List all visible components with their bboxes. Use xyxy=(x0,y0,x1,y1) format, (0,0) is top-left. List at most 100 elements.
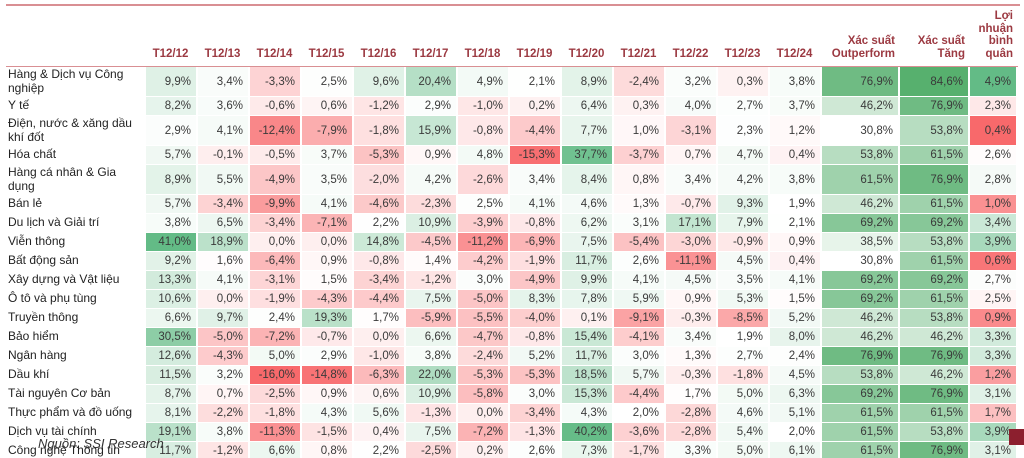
row-label: Điện, nước & xăng dầu khí đốt xyxy=(6,116,146,146)
year-value-cell: 0,0% xyxy=(302,233,354,252)
row-label: Ô tô và phụ tùng xyxy=(6,290,146,309)
sector-row: Truyền thông 6,6% 9,7% 2,4% 19,3% 1,7% -5,9% -5… xyxy=(6,309,1018,328)
outperform-prob-cell: 53,8% xyxy=(822,146,900,165)
year-value-cell: 2,0% xyxy=(614,404,666,423)
year-value-cell: 4,6% xyxy=(562,195,614,214)
year-value-cell: -3,4% xyxy=(510,404,562,423)
year-value-cell: 15,9% xyxy=(406,116,458,146)
year-value-cell: 3,8% xyxy=(770,165,822,195)
year-value-cell: 0,2% xyxy=(458,442,510,458)
year-value-cell: -0,8% xyxy=(458,116,510,146)
year-value-cell: 2,3% xyxy=(718,116,770,146)
year-value-cell: 10,9% xyxy=(406,385,458,404)
outperform-prob-cell: 30,8% xyxy=(822,116,900,146)
year-value-cell: -3,4% xyxy=(198,195,250,214)
year-value-cell: 1,6% xyxy=(198,252,250,271)
year-value-cell: 1,7% xyxy=(666,385,718,404)
year-value-cell: 1,9% xyxy=(770,195,822,214)
year-value-cell: -3,1% xyxy=(666,116,718,146)
row-label: Công nghệ Thông tin xyxy=(6,442,146,458)
year-value-cell: -5,0% xyxy=(198,328,250,347)
outperform-prob-cell: 46,2% xyxy=(822,195,900,214)
year-value-cell: -4,5% xyxy=(406,233,458,252)
year-value-cell: -1,8% xyxy=(354,116,406,146)
avg-return-cell: 4,9% xyxy=(970,67,1018,97)
sector-row: Hàng & Dịch vụ Công nghiệp 9,9% 3,4% -3,3% 2… xyxy=(6,67,1018,97)
year-value-cell: 2,5% xyxy=(458,195,510,214)
year-value-cell: 1,3% xyxy=(614,195,666,214)
year-value-cell: 1,5% xyxy=(302,271,354,290)
year-value-cell: -1,7% xyxy=(614,442,666,458)
sector-row: Dầu khí 11,5% 3,2% -16,0% -14,8% -6,3% 22,0% -5… xyxy=(6,366,1018,385)
year-value-cell: 3,1% xyxy=(614,214,666,233)
year-value-cell: 3,3% xyxy=(666,442,718,458)
year-value-cell: 8,9% xyxy=(562,67,614,97)
year-value-cell: 0,7% xyxy=(198,385,250,404)
corner-mark xyxy=(1009,429,1024,445)
year-value-cell: -1,8% xyxy=(250,404,302,423)
year-value-cell: 4,1% xyxy=(614,271,666,290)
up-prob-cell: 53,8% xyxy=(900,423,970,442)
row-label: Ngân hàng xyxy=(6,347,146,366)
year-value-cell: -1,2% xyxy=(406,271,458,290)
year-value-cell: 2,4% xyxy=(770,347,822,366)
avg-return-cell: 2,6% xyxy=(970,146,1018,165)
year-value-cell: 4,9% xyxy=(458,67,510,97)
year-value-cell: 15,4% xyxy=(562,328,614,347)
sector-row: Ngân hàng 12,6% -4,3% 5,0% 2,9% -1,0% 3,8% -2,4… xyxy=(6,347,1018,366)
header-summary-label: Lợi nhuận bình quân xyxy=(978,10,1014,60)
year-value-cell: 3,0% xyxy=(458,271,510,290)
year-value-cell: -5,3% xyxy=(458,366,510,385)
year-value-cell: -5,3% xyxy=(510,366,562,385)
year-value-cell: -2,2% xyxy=(198,404,250,423)
year-value-cell: 8,3% xyxy=(510,290,562,309)
year-value-cell: -4,9% xyxy=(250,165,302,195)
year-value-cell: -11,1% xyxy=(666,252,718,271)
year-value-cell: 6,1% xyxy=(770,442,822,458)
row-label: Tài nguyên Cơ bản xyxy=(6,385,146,404)
year-value-cell: 6,2% xyxy=(562,214,614,233)
avg-return-cell: 0,9% xyxy=(970,309,1018,328)
up-prob-cell: 61,5% xyxy=(900,290,970,309)
year-value-cell: -7,9% xyxy=(302,116,354,146)
up-prob-cell: 53,8% xyxy=(900,116,970,146)
year-value-cell: -0,5% xyxy=(250,146,302,165)
year-value-cell: -0,9% xyxy=(718,233,770,252)
header-summary-label: Xác suất Tăng xyxy=(917,35,965,60)
year-value-cell: 1,3% xyxy=(666,347,718,366)
year-value-cell: 2,9% xyxy=(146,116,198,146)
sector-row: Ô tô và phụ tùng 10,6% 0,0% -1,9% -4,3% -4,4%… xyxy=(6,290,1018,309)
year-value-cell: 0,9% xyxy=(406,146,458,165)
year-value-cell: 19,1% xyxy=(146,423,198,442)
year-value-cell: 0,0% xyxy=(250,233,302,252)
outperform-prob-cell: 53,8% xyxy=(822,366,900,385)
year-value-cell: 0,1% xyxy=(562,309,614,328)
year-value-cell: 6,3% xyxy=(770,385,822,404)
year-value-cell: 4,2% xyxy=(406,165,458,195)
year-value-cell: -3,3% xyxy=(250,67,302,97)
year-value-cell: 0,0% xyxy=(354,328,406,347)
year-value-cell: -15,3% xyxy=(510,146,562,165)
sector-row: Tài nguyên Cơ bản 8,7% 0,7% -2,5% 0,9% 0,6% 10… xyxy=(6,385,1018,404)
year-value-cell: -1,0% xyxy=(458,97,510,116)
year-value-cell: 11,7% xyxy=(562,347,614,366)
year-value-cell: 2,5% xyxy=(302,67,354,97)
avg-return-cell: 0,4% xyxy=(970,116,1018,146)
year-value-cell: 4,1% xyxy=(198,271,250,290)
year-value-cell: 5,1% xyxy=(770,404,822,423)
year-value-cell: -5,3% xyxy=(354,146,406,165)
year-value-cell: -3,0% xyxy=(666,233,718,252)
year-value-cell: 5,0% xyxy=(250,347,302,366)
year-value-cell: -2,5% xyxy=(406,442,458,458)
year-value-cell: 3,5% xyxy=(302,165,354,195)
year-value-cell: -1,9% xyxy=(250,290,302,309)
year-value-cell: -2,6% xyxy=(458,165,510,195)
year-value-cell: 5,9% xyxy=(614,290,666,309)
year-value-cell: 9,3% xyxy=(718,195,770,214)
year-value-cell: -0,7% xyxy=(302,328,354,347)
year-value-cell: 2,6% xyxy=(510,442,562,458)
year-value-cell: 1,7% xyxy=(354,309,406,328)
outperform-prob-cell: 61,5% xyxy=(822,404,900,423)
year-value-cell: 15,3% xyxy=(562,385,614,404)
header-year-label: T12/23 xyxy=(724,47,761,60)
